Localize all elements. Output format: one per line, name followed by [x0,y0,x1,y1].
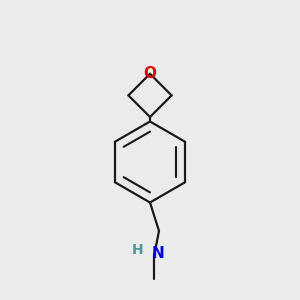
Text: H: H [132,244,144,257]
Text: O: O [143,66,157,81]
Text: N: N [152,246,164,261]
